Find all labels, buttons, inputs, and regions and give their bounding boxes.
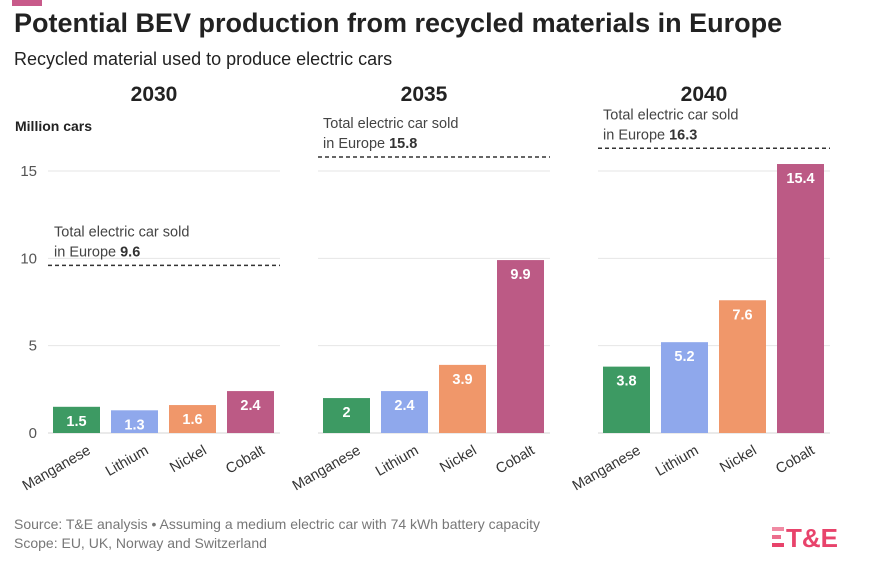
reference-value: 15.8 [389, 136, 417, 152]
reference-annotation-line1: Total electric car sold [603, 107, 738, 123]
x-tick-label-manganese: Manganese [570, 443, 644, 495]
bar-manganese-2040 [603, 366, 650, 433]
panel-year-2040: 2040 [681, 83, 728, 106]
reference-annotation-prefix: in Europe [603, 127, 669, 143]
x-tick-label-lithium: Lithium [373, 443, 421, 480]
chart-title: Potential BEV production from recycled m… [14, 8, 783, 38]
reference-value: 16.3 [669, 127, 697, 143]
bar-lithium-2030 [111, 410, 158, 433]
bar-nickel-2035 [439, 364, 486, 433]
bar-value-label: 15.4 [786, 171, 814, 187]
bar-manganese-2035 [323, 398, 370, 433]
logo-stripes-icon [772, 527, 784, 547]
y-axis-title: Million cars [15, 118, 92, 134]
x-tick-label-nickel: Nickel [717, 443, 759, 477]
reference-annotation-line1: Total electric car sold [323, 116, 458, 132]
bar-value-label: 2 [342, 405, 350, 421]
x-tick-label-nickel: Nickel [437, 443, 479, 477]
panel-year-2030: 2030 [131, 83, 178, 106]
bar-cobalt-2030 [227, 391, 274, 433]
reference-annotation-line2: in Europe 9.6 [54, 244, 140, 260]
y-tick-label: 10 [20, 250, 37, 267]
bar-value-label: 3.9 [452, 372, 472, 388]
footer: Source: T&E analysis • Assuming a medium… [14, 515, 540, 553]
bar-manganese-2030 [53, 406, 100, 433]
x-tick-label-manganese: Manganese [290, 443, 364, 495]
brand-logo: T&E [772, 523, 838, 553]
bar-lithium-2040 [661, 342, 708, 433]
reference-annotation-line2: in Europe 16.3 [603, 127, 697, 143]
logo-text: T&E [786, 523, 838, 553]
reference-annotation-prefix: in Europe [54, 244, 120, 260]
x-tick-label-lithium: Lithium [103, 443, 151, 480]
x-tick-label-nickel: Nickel [167, 443, 209, 477]
bar-value-label: 1.3 [124, 417, 144, 433]
reference-annotation-prefix: in Europe [323, 136, 389, 152]
y-tick-label: 0 [29, 425, 37, 442]
bar-lithium-2035 [381, 391, 428, 433]
bar-cobalt-2035 [497, 260, 544, 433]
scope-note: Scope: EU, UK, Norway and Switzerland [14, 535, 267, 551]
brand-corner-mark [12, 0, 42, 6]
bar-value-label: 2.4 [394, 398, 414, 414]
x-tick-label-cobalt: Cobalt [493, 443, 537, 478]
bar-value-label: 1.6 [182, 412, 202, 428]
bar-value-label: 5.2 [674, 349, 694, 365]
bar-chart: Million cars 0 5 10 15 2030 Total electric car… [15, 83, 830, 495]
x-tick-label-cobalt: Cobalt [773, 443, 817, 478]
y-tick-label: 5 [29, 338, 37, 355]
y-tick-label: 15 [20, 163, 37, 180]
panel-year-2035: 2035 [401, 83, 448, 106]
x-tick-label-manganese: Manganese [20, 443, 94, 495]
bar-cobalt-2040 [777, 164, 824, 433]
x-tick-label-lithium: Lithium [653, 443, 701, 480]
bar-value-label: 1.5 [66, 414, 86, 430]
reference-annotation-line1: Total electric car sold [54, 224, 189, 240]
bar-value-label: 3.8 [616, 374, 636, 390]
x-tick-label-cobalt: Cobalt [223, 443, 267, 478]
source-note: Source: T&E analysis • Assuming a medium… [14, 516, 540, 532]
reference-annotation-line2: in Europe 15.8 [323, 136, 417, 152]
bar-value-label: 9.9 [510, 267, 530, 283]
bar-value-label: 7.6 [732, 307, 752, 323]
bar-nickel-2040 [719, 300, 766, 433]
bar-value-label: 2.4 [240, 398, 260, 414]
reference-value: 9.6 [120, 244, 140, 260]
bar-nickel-2030 [169, 405, 216, 433]
chart-subtitle: Recycled material used to produce electr… [14, 49, 393, 69]
